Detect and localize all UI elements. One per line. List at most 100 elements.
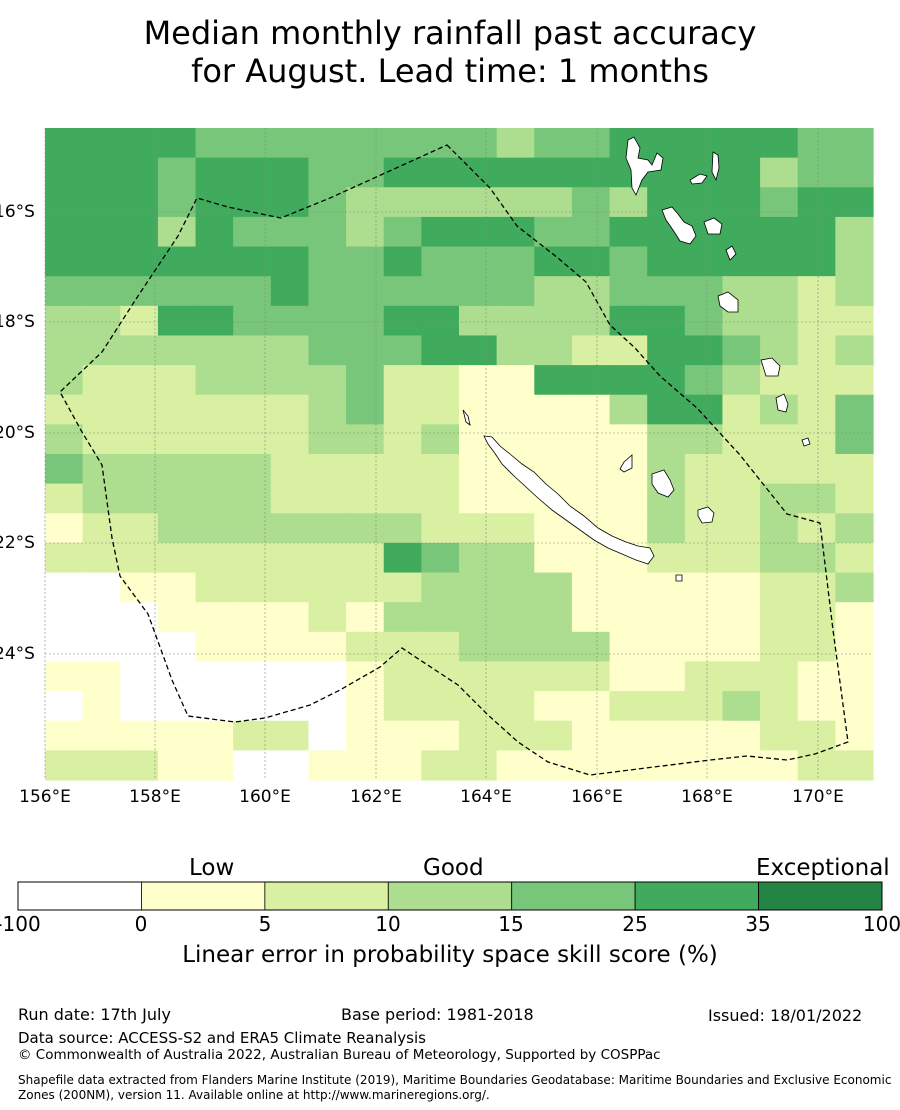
loyalty-ouvea <box>619 454 633 473</box>
skill-cell <box>157 187 197 218</box>
skill-cell <box>157 305 197 337</box>
skill-cell <box>346 276 385 307</box>
skill-cell <box>346 542 385 574</box>
skill-cell <box>346 720 385 751</box>
skill-cell <box>233 157 272 188</box>
skill-cell <box>571 691 611 722</box>
skill-cell <box>383 128 422 159</box>
lon-label-164: 164°E <box>460 787 512 807</box>
skill-cell <box>684 454 724 485</box>
skill-cell <box>383 750 422 781</box>
skill-cell <box>647 691 686 722</box>
skill-cell <box>609 246 648 277</box>
colorbar-segment <box>634 881 759 911</box>
skill-cell <box>835 365 874 396</box>
skill-cell <box>534 691 573 722</box>
skill-cell <box>270 750 310 781</box>
skill-cell <box>421 720 460 751</box>
skill-cell <box>45 157 84 188</box>
skill-cell <box>383 246 422 277</box>
skill-cell <box>270 454 310 485</box>
skill-cell <box>195 691 234 722</box>
shapefile-credit: Shapefile data extracted from Flanders M… <box>18 1073 892 1102</box>
skill-cell <box>571 216 611 248</box>
skill-cell <box>195 216 234 248</box>
skill-cell <box>120 454 159 485</box>
skill-cell <box>421 631 460 663</box>
skill-cell <box>571 276 611 307</box>
skill-cell <box>760 128 799 159</box>
skill-cell <box>647 335 686 366</box>
skill-cell <box>270 187 310 218</box>
skill-cell <box>459 454 498 485</box>
skill-cell <box>383 602 422 633</box>
skill-cell <box>647 542 686 574</box>
skill-cell <box>120 750 159 781</box>
colorbar-tick: -100 <box>0 912 41 936</box>
skill-cell <box>346 394 385 425</box>
skill-cell <box>534 128 573 159</box>
skill-cell <box>383 394 422 425</box>
lon-label-162: 162°E <box>350 787 402 807</box>
skill-cell <box>496 216 535 248</box>
skill-cell <box>45 276 84 307</box>
skill-cell <box>195 335 234 366</box>
skill-cell <box>835 513 874 544</box>
copyright-notice: © Commonwealth of Australia 2022, Austra… <box>18 1047 661 1063</box>
skill-cell <box>459 335 498 366</box>
skill-cell <box>383 454 422 485</box>
skill-cell <box>233 602 272 633</box>
skill-cell <box>684 750 724 781</box>
skill-cell <box>835 691 874 722</box>
skill-cell <box>308 720 347 751</box>
skill-cell <box>45 365 84 396</box>
skill-cell <box>270 216 310 248</box>
skill-cell <box>496 128 535 159</box>
skill-cell <box>571 157 611 188</box>
skill-cell <box>647 305 686 337</box>
skill-cell <box>496 661 535 692</box>
skill-cell <box>609 483 648 514</box>
skill-cell <box>195 572 234 603</box>
skill-cell <box>534 394 573 425</box>
espiritu-santo-island <box>625 136 664 196</box>
skill-cell <box>383 720 422 751</box>
skill-cell <box>383 276 422 307</box>
skill-cell <box>496 276 535 307</box>
skill-cell <box>571 720 611 751</box>
skill-cell <box>722 424 761 455</box>
skill-cell <box>308 691 347 722</box>
skill-cell <box>684 691 724 722</box>
skill-cell <box>120 720 159 751</box>
vanuatu-islet-b <box>703 217 723 235</box>
vanuatu-islet-c <box>725 245 737 261</box>
skill-cell <box>609 335 648 366</box>
skill-cell <box>82 513 121 544</box>
skill-cell <box>835 424 874 455</box>
skill-cell <box>647 631 686 663</box>
colorbar-category-good: Good <box>423 855 484 881</box>
skill-cell <box>383 305 422 337</box>
skill-cell <box>760 454 799 485</box>
skill-cell <box>496 572 535 603</box>
skill-cell <box>195 661 234 692</box>
skill-cell <box>835 454 874 485</box>
skill-cell <box>571 483 611 514</box>
skill-cell <box>270 365 310 396</box>
skill-cell <box>797 128 836 159</box>
skill-cell <box>120 394 159 425</box>
skill-cell <box>496 750 535 781</box>
skill-cell <box>270 157 310 188</box>
skill-cell <box>45 454 84 485</box>
lat-label-18: 18°S <box>0 312 35 332</box>
skill-cell <box>459 483 498 514</box>
skill-cell <box>684 394 724 425</box>
skill-cell <box>459 216 498 248</box>
skill-cell <box>421 602 460 633</box>
skill-cell <box>195 542 234 574</box>
skill-cell <box>270 128 310 159</box>
skill-cell <box>835 750 874 781</box>
skill-cell <box>157 246 197 277</box>
skill-cell <box>647 720 686 751</box>
skill-cell <box>609 305 648 337</box>
